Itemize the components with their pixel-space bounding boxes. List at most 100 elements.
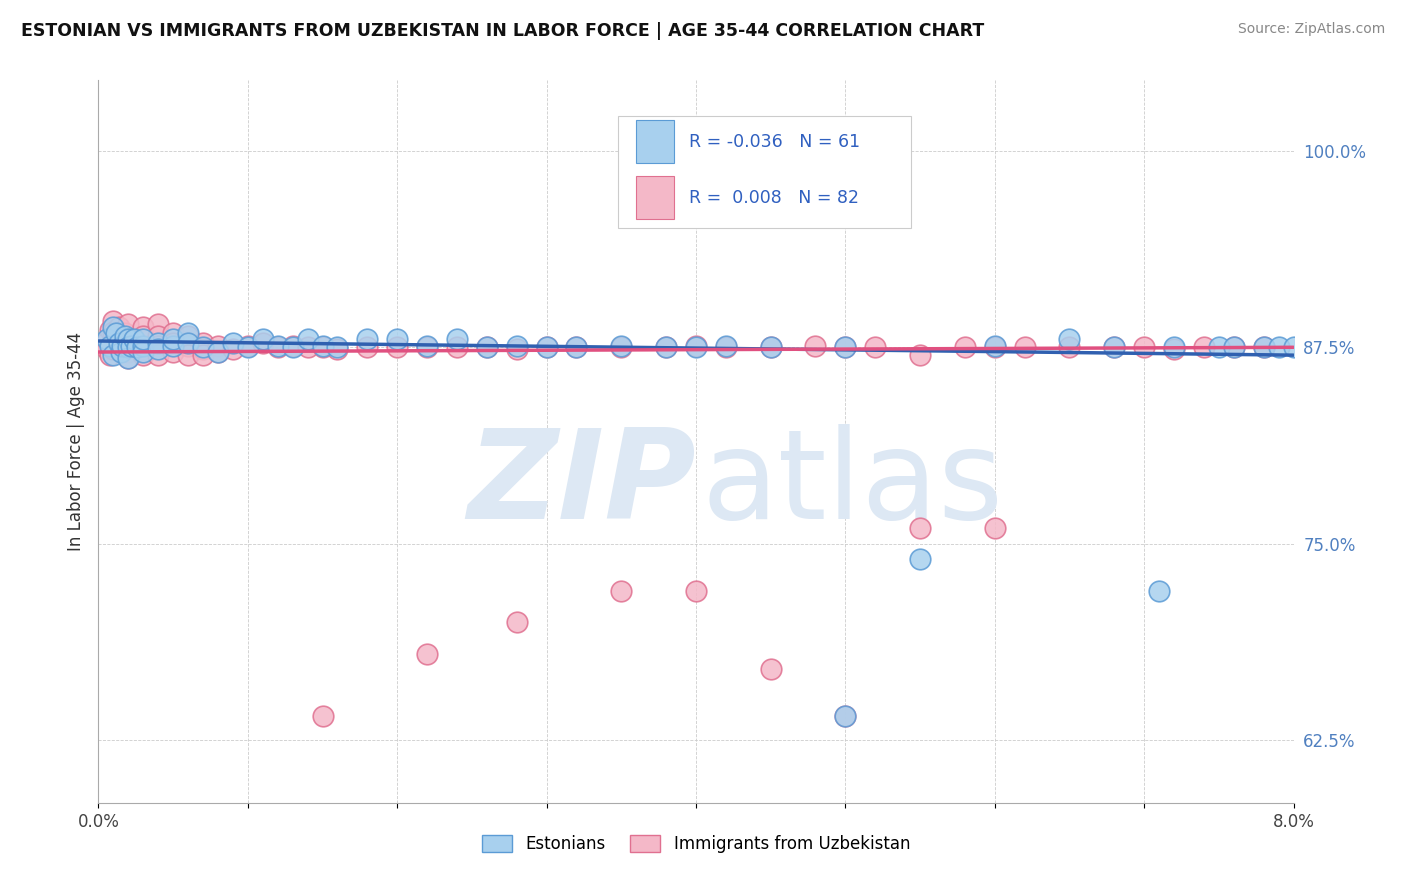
Point bbox=[191, 348, 214, 362]
Point bbox=[177, 339, 200, 353]
Point bbox=[610, 583, 633, 598]
Point bbox=[834, 340, 856, 354]
Point bbox=[117, 351, 139, 366]
Point bbox=[110, 345, 132, 359]
Point bbox=[148, 348, 170, 362]
Point bbox=[446, 340, 468, 354]
Point bbox=[446, 333, 468, 347]
Point bbox=[506, 342, 529, 356]
Point bbox=[103, 319, 125, 334]
Point bbox=[148, 339, 170, 353]
Point bbox=[1223, 340, 1246, 354]
Point bbox=[124, 333, 146, 347]
Point bbox=[114, 326, 136, 340]
Point bbox=[655, 340, 678, 354]
Point bbox=[1104, 340, 1126, 354]
Point bbox=[565, 340, 588, 354]
Point bbox=[1163, 342, 1185, 356]
Point bbox=[117, 345, 139, 359]
Point bbox=[385, 333, 409, 347]
Point bbox=[311, 339, 333, 353]
Point bbox=[953, 340, 976, 354]
Point bbox=[132, 339, 155, 353]
Point bbox=[655, 340, 678, 354]
Point bbox=[834, 709, 856, 723]
Point bbox=[834, 709, 856, 723]
Point bbox=[120, 339, 142, 353]
Point bbox=[177, 348, 200, 362]
Point bbox=[94, 335, 117, 350]
Point bbox=[222, 335, 245, 350]
Point bbox=[759, 340, 782, 354]
Point bbox=[326, 342, 349, 356]
Point bbox=[117, 340, 139, 354]
Point bbox=[177, 329, 200, 343]
Point bbox=[416, 340, 439, 354]
Point bbox=[267, 339, 290, 353]
Point bbox=[655, 144, 678, 158]
FancyBboxPatch shape bbox=[619, 116, 911, 228]
Legend: Estonians, Immigrants from Uzbekistan: Estonians, Immigrants from Uzbekistan bbox=[475, 828, 917, 860]
Point bbox=[105, 326, 128, 340]
Point bbox=[177, 335, 200, 350]
Point bbox=[148, 317, 170, 331]
Point bbox=[834, 340, 856, 354]
Point bbox=[103, 313, 125, 327]
Point bbox=[207, 345, 229, 359]
Point bbox=[132, 333, 155, 347]
Point bbox=[124, 339, 146, 353]
Point bbox=[475, 340, 498, 354]
Point bbox=[236, 340, 259, 354]
Text: ZIP: ZIP bbox=[467, 425, 696, 545]
Point bbox=[506, 339, 529, 353]
Point bbox=[98, 339, 122, 353]
Point bbox=[610, 340, 633, 354]
Point bbox=[1163, 340, 1185, 354]
Point bbox=[1133, 340, 1156, 354]
Point bbox=[267, 340, 290, 354]
Point bbox=[714, 340, 737, 354]
Point bbox=[252, 333, 274, 347]
Point bbox=[120, 333, 142, 347]
Text: R = -0.036   N = 61: R = -0.036 N = 61 bbox=[689, 133, 860, 151]
Point bbox=[222, 342, 245, 356]
Point bbox=[98, 323, 122, 337]
Point bbox=[105, 329, 128, 343]
Point bbox=[1059, 340, 1081, 354]
Y-axis label: In Labor Force | Age 35-44: In Labor Force | Age 35-44 bbox=[66, 332, 84, 551]
Point bbox=[207, 345, 229, 359]
Point bbox=[114, 329, 136, 343]
Text: R =  0.008   N = 82: R = 0.008 N = 82 bbox=[689, 189, 859, 207]
Point bbox=[132, 348, 155, 362]
Point bbox=[297, 333, 319, 347]
Point bbox=[1192, 340, 1215, 354]
Point bbox=[685, 340, 707, 354]
Point bbox=[1223, 340, 1246, 354]
Point bbox=[103, 342, 125, 356]
Point bbox=[1253, 340, 1275, 354]
Point bbox=[177, 326, 200, 340]
Point bbox=[127, 340, 149, 354]
Point bbox=[311, 340, 333, 354]
Point bbox=[236, 339, 259, 353]
Point bbox=[108, 335, 131, 350]
Point bbox=[759, 662, 782, 676]
Point bbox=[111, 333, 134, 347]
Text: Source: ZipAtlas.com: Source: ZipAtlas.com bbox=[1237, 22, 1385, 37]
Point bbox=[536, 340, 558, 354]
Point bbox=[416, 647, 439, 661]
Point bbox=[103, 348, 125, 362]
Point bbox=[506, 615, 529, 630]
Point bbox=[714, 339, 737, 353]
Point bbox=[162, 326, 184, 340]
Point bbox=[117, 333, 139, 347]
Point bbox=[191, 340, 214, 354]
Point bbox=[908, 552, 931, 566]
Point bbox=[117, 335, 139, 350]
Point bbox=[610, 339, 633, 353]
Point bbox=[759, 340, 782, 354]
Point bbox=[132, 342, 155, 356]
Point bbox=[132, 345, 155, 359]
Point bbox=[1147, 583, 1170, 598]
Point bbox=[297, 340, 319, 354]
